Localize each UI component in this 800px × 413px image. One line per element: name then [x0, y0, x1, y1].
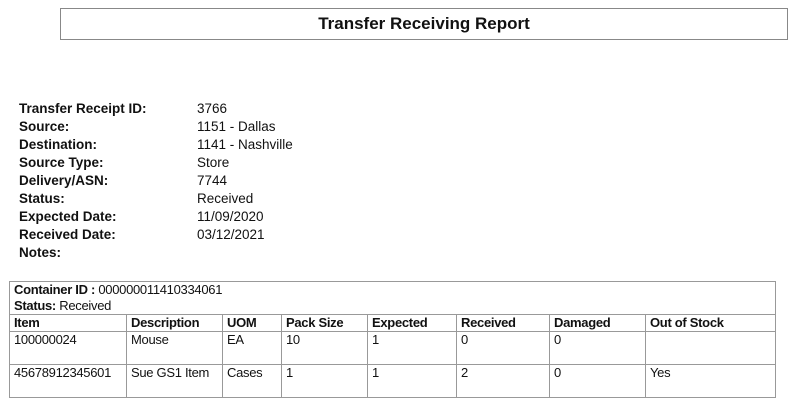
cell: 0 — [549, 364, 646, 398]
container-status: Status: Received — [9, 298, 776, 315]
info-value: 03/12/2021 — [197, 227, 265, 242]
cell: Yes — [645, 364, 776, 398]
cell: 0 — [456, 331, 550, 365]
report-title: Transfer Receiving Report — [60, 8, 788, 40]
info-row: Source Type: Store — [19, 154, 293, 172]
col-expected: Expected — [367, 314, 457, 332]
col-item: Item — [9, 314, 127, 332]
cell: Sue GS1 Item — [126, 364, 223, 398]
info-label: Source: — [19, 119, 70, 134]
info-label: Transfer Receipt ID: — [19, 101, 147, 116]
cell: 10 — [281, 331, 368, 365]
col-out-of-stock: Out of Stock — [645, 314, 776, 332]
info-value: 1141 - Nashville — [197, 137, 293, 152]
info-value: 3766 — [197, 101, 228, 116]
cell: 1 — [281, 364, 368, 398]
info-value: Received — [197, 191, 254, 206]
info-label: Source Type: — [19, 155, 104, 170]
cell: Mouse — [126, 331, 223, 365]
info-label: Notes: — [19, 245, 62, 260]
info-row: Source: 1151 - Dallas — [19, 118, 293, 136]
info-row: Status: Received — [19, 190, 293, 208]
cell: EA — [222, 331, 282, 365]
col-damaged: Damaged — [549, 314, 646, 332]
info-label: Destination: — [19, 137, 98, 152]
info-value: Store — [197, 155, 230, 170]
container-table: Container ID : 000000011410334061 Status… — [9, 281, 776, 398]
info-row: Expected Date: 11/09/2020 — [19, 208, 293, 226]
table-row: 100000024 Mouse EA 10 1 0 0 — [9, 331, 776, 365]
info-label: Expected Date: — [19, 209, 117, 224]
info-label: Received Date: — [19, 227, 116, 242]
cell — [645, 331, 776, 365]
cell: 0 — [549, 331, 646, 365]
col-pack-size: Pack Size — [281, 314, 368, 332]
cell: 100000024 — [9, 331, 127, 365]
cell: 2 — [456, 364, 550, 398]
info-label: Delivery/ASN: — [19, 173, 109, 188]
receipt-info: Transfer Receipt ID: 3766 Source: 1151 - D… — [19, 100, 293, 262]
cell: 45678912345601 — [9, 364, 127, 398]
table-header: Item Description UOM Pack Size Expected … — [9, 314, 776, 332]
info-row: Destination: 1141 - Nashville — [19, 136, 293, 154]
info-row: Transfer Receipt ID: 3766 — [19, 100, 293, 118]
col-received: Received — [456, 314, 550, 332]
col-description: Description — [126, 314, 223, 332]
info-row: Notes: — [19, 244, 293, 262]
info-value: 7744 — [197, 173, 228, 188]
table-row: 45678912345601 Sue GS1 Item Cases 1 1 2 … — [9, 364, 776, 398]
cell: Cases — [222, 364, 282, 398]
info-value: 1151 - Dallas — [197, 119, 276, 134]
info-label: Status: — [19, 191, 65, 206]
cell: 1 — [367, 364, 457, 398]
info-value: 11/09/2020 — [197, 209, 264, 224]
info-row: Received Date: 03/12/2021 — [19, 226, 293, 244]
info-row: Delivery/ASN: 7744 — [19, 172, 293, 190]
cell: 1 — [367, 331, 457, 365]
container-id: Container ID : 000000011410334061 — [9, 281, 776, 298]
col-uom: UOM — [222, 314, 282, 332]
